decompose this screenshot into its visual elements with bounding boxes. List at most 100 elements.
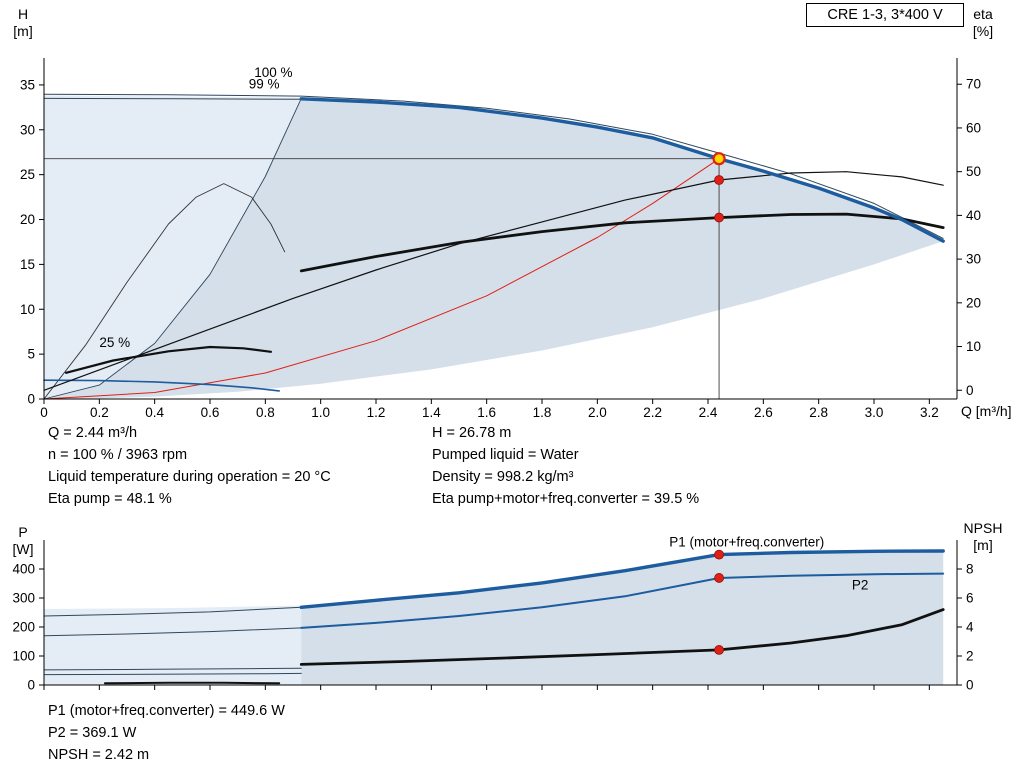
x-tick-label: 1.8 xyxy=(533,405,552,420)
axis-name: P xyxy=(18,524,28,540)
qh-25pct-curve xyxy=(43,379,281,392)
y-right-tick-label: 0 xyxy=(966,383,974,398)
y-right-tick-label: 20 xyxy=(966,295,981,310)
curve-label: 25 % xyxy=(99,335,130,350)
y-right-tick-label: 50 xyxy=(966,164,981,179)
result-density: Density = 998.2 kg/m³ xyxy=(432,469,574,485)
y-left-tick-label: 5 xyxy=(27,347,35,362)
y-right-tick-label: 0 xyxy=(966,678,974,693)
x-tick-label: 3.0 xyxy=(865,405,884,420)
y-right-tick-label: 10 xyxy=(966,339,981,354)
y-left-tick-label: 20 xyxy=(20,212,35,227)
operating-envelope-main xyxy=(44,97,944,399)
x-tick-label: 1.6 xyxy=(477,405,496,420)
x-tick-label: 2.4 xyxy=(699,405,718,420)
y-left-tick-label: 30 xyxy=(20,122,35,137)
y-left-tick-label: 35 xyxy=(20,77,35,92)
x-tick-label: 2.8 xyxy=(809,405,828,420)
y-left-tick-label: 25 xyxy=(20,167,35,182)
y-right-tick-label: 40 xyxy=(966,208,981,223)
npsh-axis-label: NPSH [m] xyxy=(950,520,1016,554)
x-tick-label: 1.4 xyxy=(422,405,441,420)
x-tick-label: 0.8 xyxy=(256,405,275,420)
p2-min-speed xyxy=(43,672,302,676)
result-speed: n = 100 % / 3963 rpm xyxy=(48,447,188,463)
x-tick-label: 3.2 xyxy=(920,405,939,420)
eta-axis-label: eta [%] xyxy=(958,6,1008,40)
power-results: P1 (motor+freq.converter) = 449.6 W P2 =… xyxy=(48,700,285,766)
y-right-tick-label: 30 xyxy=(966,252,981,267)
result-p2: P2 = 369.1 W xyxy=(48,725,137,741)
axes xyxy=(39,58,962,404)
operating-value-dot xyxy=(714,212,724,223)
operating-value-dot xyxy=(714,645,724,655)
operating-value-dot xyxy=(714,175,724,185)
y-left-tick-label: 100 xyxy=(12,649,35,664)
axis-unit: [m] xyxy=(13,23,33,39)
p2-curve xyxy=(300,572,945,629)
npsh-min-speed xyxy=(103,681,281,685)
affinity-parabola xyxy=(43,158,720,400)
y-right-tick-label: 60 xyxy=(966,120,981,135)
curve-label: 100 % xyxy=(254,65,292,80)
result-h: H = 26.78 m xyxy=(432,425,512,441)
y-right-tick-label: 4 xyxy=(966,620,974,635)
pump-title-box: CRE 1-3, 3*400 V xyxy=(806,3,964,27)
y-left-tick-label: 15 xyxy=(20,257,35,272)
result-p1: P1 (motor+freq.converter) = 449.6 W xyxy=(48,703,285,719)
qh-99pct-thin xyxy=(43,97,302,100)
axis-unit: [W] xyxy=(12,541,34,557)
h-axis-label: H [m] xyxy=(2,6,44,40)
y-left-tick-label: 10 xyxy=(20,302,35,317)
p1-thin xyxy=(43,606,302,617)
q-axis-label: Q [m³/h] xyxy=(961,403,1012,419)
eta-pump-motor-freq-curve xyxy=(299,212,945,273)
power-envelope-light xyxy=(44,605,302,685)
curve-label: P1 (motor+freq.converter) xyxy=(669,534,824,549)
operating-value-dot xyxy=(714,573,724,583)
envelope-left-edge xyxy=(43,97,302,400)
y-left-tick-label: 300 xyxy=(12,591,35,606)
eta-25pct-curve xyxy=(64,345,272,374)
result-liquid-temperature: Liquid temperature during operation = 20… xyxy=(48,469,331,485)
x-tick-label: 0.4 xyxy=(145,405,164,420)
result-eta-pump: Eta pump = 48.1 % xyxy=(48,491,172,507)
duty-results-right: H = 26.78 m Pumped liquid = Water Densit… xyxy=(432,422,699,510)
axes xyxy=(39,540,962,690)
x-tick-label: 2.2 xyxy=(643,405,662,420)
qh-eta-chart[interactable]: 0 0.2 0.4 0.6 0.8 1.0 1.2 1.4 1.6 1.8 2.0 2.2 2.4 2.6… xyxy=(0,0,1024,420)
y-right-tick-label: 6 xyxy=(966,591,974,606)
operating-envelope-light xyxy=(44,95,302,399)
result-q: Q = 2.44 m³/h xyxy=(48,425,138,441)
y-left-tick-label: 0 xyxy=(27,392,35,407)
axis-unit: [m] xyxy=(973,537,993,553)
x-tick-label: 0.2 xyxy=(90,405,109,420)
x-tick-label: 1.2 xyxy=(367,405,386,420)
curve-label: 99 % xyxy=(249,77,280,92)
power-npsh-chart[interactable]: 0 100 200 300 400 0 2 4 6 8 P1 (motor+freq.convert… xyxy=(0,518,1024,703)
operating-value-dot xyxy=(714,549,724,560)
p1-curve xyxy=(299,549,945,610)
x-tick-label: 2.0 xyxy=(588,405,607,420)
x-tick-label: 1.0 xyxy=(311,405,330,420)
y-right-tick-label: 2 xyxy=(966,649,974,664)
p1-min-speed xyxy=(43,667,302,671)
p2-thin xyxy=(43,627,302,637)
result-npsh: NPSH = 2.42 m xyxy=(48,747,150,763)
result-pumped-liquid: Pumped liquid = Water xyxy=(432,447,579,463)
axis-name: H xyxy=(17,6,29,22)
duty-results-left: Q = 2.44 m³/h n = 100 % / 3963 rpm Liqui… xyxy=(48,422,331,510)
duty-point-marker[interactable] xyxy=(712,152,726,166)
curve-label: P2 xyxy=(852,577,869,592)
power-envelope-main xyxy=(301,552,944,685)
y-left-tick-label: 400 xyxy=(12,562,35,577)
y-right-tick-label: 8 xyxy=(966,562,974,577)
eta-reduced-speed-arc xyxy=(43,183,286,400)
axis-name: NPSH xyxy=(963,520,1003,536)
x-tick-label: 0.6 xyxy=(201,405,220,420)
eta-pump-curve xyxy=(43,171,944,391)
y-left-tick-label: 200 xyxy=(12,620,35,635)
p-axis-label: P [W] xyxy=(2,524,44,558)
qh-100pct-curve xyxy=(299,97,945,243)
